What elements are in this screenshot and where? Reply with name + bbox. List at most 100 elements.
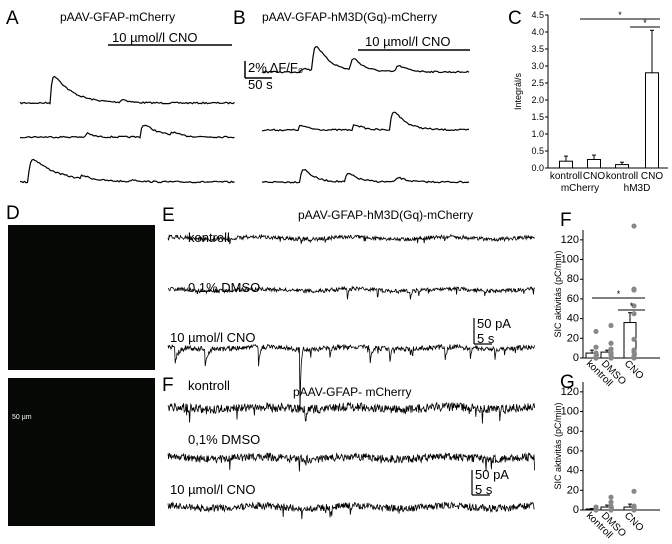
significance-star: * <box>618 10 622 20</box>
panel-e-row-2: 0,1% DMSO <box>188 280 261 295</box>
x-tick-label: kontroll <box>550 171 582 182</box>
data-point <box>608 503 614 509</box>
panel-label-f-traces: F <box>162 375 174 396</box>
y-tick-label: 100 <box>561 254 579 266</box>
trace-e-cno <box>167 343 535 412</box>
group-label: mCherry <box>561 183 599 194</box>
panel-f-title: pAAV-GFAP- mCherry <box>293 385 412 399</box>
y-tick-label: 0.0 <box>531 163 544 173</box>
bar-kontroll <box>615 164 629 169</box>
bar-CNO <box>587 159 601 169</box>
trace-f-dmso <box>167 451 535 472</box>
y-tick-label: 0 <box>573 352 579 364</box>
y-tick-label: 100 <box>561 406 579 418</box>
trace-a-3 <box>19 158 235 184</box>
panel-f-row-1: kontroll <box>188 378 230 393</box>
y-tick-label: 4.0 <box>531 27 544 37</box>
panel-e-scale-x: 5 s <box>477 331 495 346</box>
y-tick-label: 0 <box>573 504 579 516</box>
y-tick-label: 2.0 <box>531 95 544 105</box>
y-tick-label: 40 <box>567 465 579 477</box>
data-point <box>608 499 614 505</box>
data-point <box>631 286 637 292</box>
data-point <box>608 494 614 500</box>
data-point <box>608 322 614 329</box>
micrograph-hm3d <box>8 225 155 370</box>
y-tick-label: 60 <box>567 293 579 305</box>
trace-a-1 <box>19 75 235 105</box>
trace-e-kontroll <box>167 233 535 245</box>
data-point <box>631 223 637 229</box>
panel-e-scale-y: 50 pA <box>477 316 511 331</box>
group-label: hM3D <box>624 183 651 194</box>
y-tick-label: 1.5 <box>531 112 544 122</box>
y-axis-label: SIC aktivitás (pC/min) <box>553 402 563 489</box>
trace-b-1 <box>261 45 470 74</box>
data-point <box>608 340 614 346</box>
data-point <box>593 344 599 350</box>
x-tick-label: kontroll <box>606 171 638 182</box>
data-point <box>593 504 599 510</box>
panel-a-scale-x: 50 s <box>248 77 273 92</box>
bar-kontroll <box>559 160 573 169</box>
panel-f-scale-y: 50 pA <box>475 467 509 482</box>
data-point <box>593 354 599 360</box>
data-point <box>631 347 637 353</box>
y-tick-label: 40 <box>567 313 579 325</box>
y-tick-label: 4.5 <box>531 10 544 20</box>
trace-b-2 <box>261 111 470 132</box>
panel-e-row-3: 10 µmol/l CNO <box>170 330 256 345</box>
x-tick-label: CNO <box>583 171 605 182</box>
data-point <box>608 346 614 352</box>
y-tick-label: 60 <box>567 445 579 457</box>
data-point <box>631 336 637 342</box>
y-tick-label: 3.0 <box>531 61 544 71</box>
trace-e-dmso <box>168 285 535 300</box>
y-tick-label: 3.5 <box>531 44 544 54</box>
panel-label-f-chart: F <box>560 210 572 231</box>
y-tick-label: 2.5 <box>531 78 544 88</box>
data-point <box>631 503 637 509</box>
data-point <box>608 507 614 513</box>
y-tick-label: 80 <box>567 273 579 285</box>
y-tick-label: 80 <box>567 425 579 437</box>
panel-f-row-2: 0,1% DMSO <box>188 432 261 447</box>
panel-label-a: A <box>6 8 19 29</box>
y-tick-label: 1.0 <box>531 129 544 139</box>
y-tick-label: 20 <box>567 332 579 344</box>
significance-star: * <box>630 301 634 311</box>
y-axis-label: Integrál/s <box>513 72 523 110</box>
significance-star: * <box>643 18 647 28</box>
panel-f-row-3: 10 µmol/l CNO <box>170 482 256 497</box>
panel-e-row-1: kontroll <box>188 230 230 245</box>
trace-f-kontroll <box>167 401 535 424</box>
panel-a-title: pAAV-GFAP-mCherry <box>60 10 176 24</box>
data-point <box>593 328 599 335</box>
panel-label-c: C <box>508 8 522 29</box>
trace-a-2 <box>20 124 235 139</box>
trace-b-3 <box>261 168 470 184</box>
panel-f-scale-x: 5 s <box>475 482 493 497</box>
data-point <box>631 353 637 359</box>
micrograph-mcherry <box>8 378 155 526</box>
scale-bar-label: 50 µm <box>12 414 32 421</box>
panel-a-stim: 10 µmol/l CNO <box>112 30 198 45</box>
data-point <box>631 311 637 317</box>
y-tick-label: 120 <box>561 386 579 398</box>
bar-CNO <box>645 72 659 169</box>
panel-label-b: B <box>233 8 246 29</box>
panel-b-title: pAAV-GFAP-hM3D(Gq)-mCherry <box>262 10 438 24</box>
panel-label-d: D <box>6 203 20 224</box>
panel-label-e: E <box>162 205 175 226</box>
panel-e-title: pAAV-GFAP-hM3D(Gq)-mCherry <box>298 208 474 222</box>
y-tick-label: 120 <box>561 234 579 246</box>
y-tick-label: 20 <box>567 484 579 496</box>
x-tick-label: CNO <box>641 171 663 182</box>
data-point <box>631 303 637 309</box>
trace-f-cno <box>167 501 535 520</box>
y-tick-label: 0.5 <box>531 146 544 156</box>
data-point <box>593 350 599 356</box>
y-axis-label: SIC aktivitás (pC/min) <box>553 250 563 337</box>
